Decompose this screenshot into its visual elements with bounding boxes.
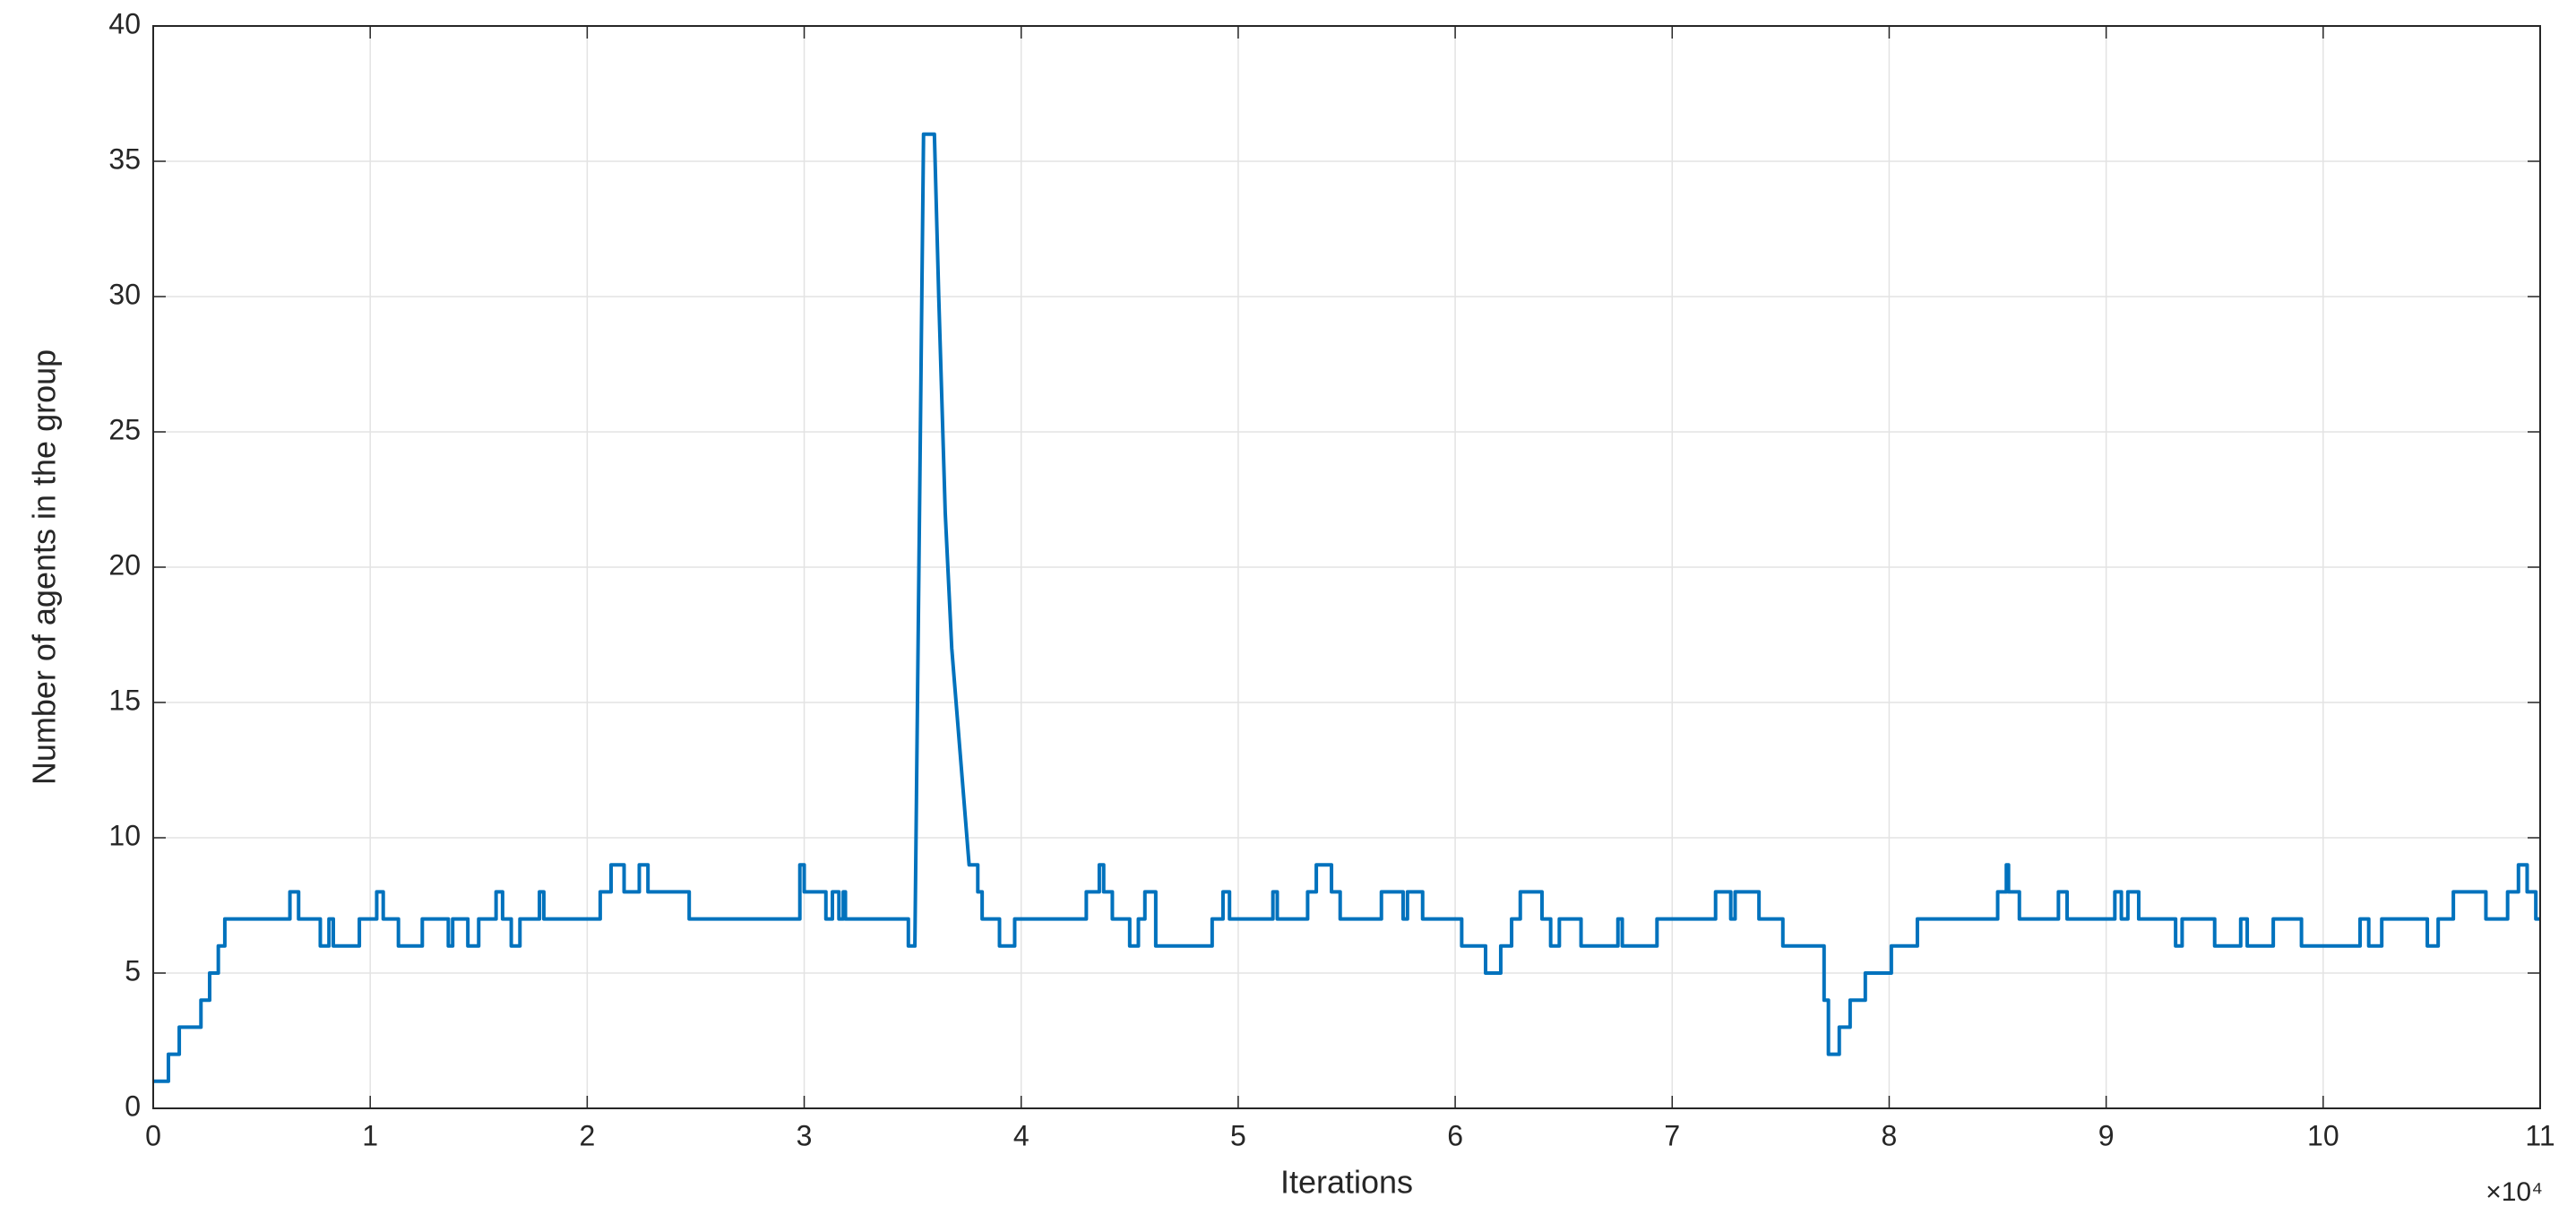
y-tick-label: 10	[108, 819, 141, 851]
x-tick-label: 9	[2098, 1119, 2115, 1151]
y-tick-label: 5	[125, 954, 141, 986]
x-tick-label: 4	[1013, 1119, 1030, 1151]
x-tick-label: 7	[1664, 1119, 1680, 1151]
y-tick-label: 35	[108, 142, 141, 175]
x-tick-label: 8	[1882, 1119, 1898, 1151]
y-tick-label: 15	[108, 684, 141, 716]
y-tick-label: 30	[108, 278, 141, 310]
x-tick-label: 10	[2307, 1119, 2339, 1151]
x-tick-label: 11	[2525, 1119, 2554, 1151]
y-tick-label: 20	[108, 548, 141, 581]
x-tick-label: 5	[1230, 1119, 1246, 1151]
x-tick-label: 1	[362, 1119, 378, 1151]
y-tick-label: 40	[108, 7, 141, 39]
x-tick-label: 3	[797, 1119, 813, 1151]
x-tick-label: 0	[145, 1119, 161, 1151]
y-tick-label: 25	[108, 413, 141, 445]
y-tick-label: 0	[125, 1090, 141, 1122]
x-tick-label: 2	[579, 1119, 595, 1151]
axes-box	[152, 25, 2541, 1109]
x-multiplier: ×10⁴	[2486, 1177, 2543, 1207]
x-tick-label: 6	[1447, 1119, 1463, 1151]
y-axis-label: Number of agents in the group	[26, 349, 63, 785]
data-line	[153, 132, 2540, 1083]
x-axis-label: Iterations	[1280, 1164, 1413, 1201]
